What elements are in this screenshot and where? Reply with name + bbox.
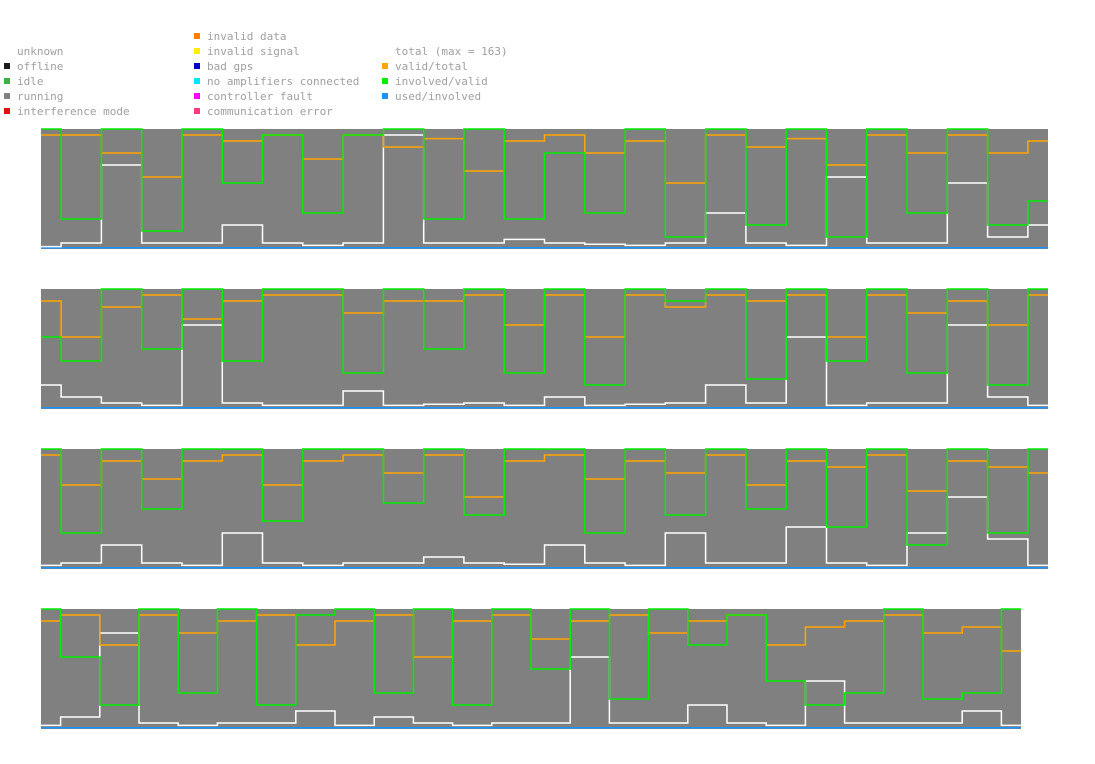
legend-label-unknown: unknown — [17, 45, 64, 58]
strip-2 — [41, 288, 1048, 409]
strip-3-involved-valid-line — [41, 448, 1048, 546]
legend-swatch-used-involved — [382, 93, 388, 99]
legend-label-total: total (max = 163) — [395, 45, 508, 58]
legend-swatch-no-amplifiers — [194, 78, 200, 84]
legend-label-invalid-data: invalid data — [207, 30, 287, 43]
strip-1-involved-valid-line — [41, 128, 1048, 238]
legend-swatch-controller-fault — [194, 93, 200, 99]
strip-3-valid-total-line — [41, 454, 1048, 498]
legend-swatch-bad-gps — [194, 63, 200, 69]
legend-label-running: running — [17, 90, 64, 103]
legend-swatch-idle — [4, 78, 10, 84]
legend-label-involved-valid: involved/valid — [395, 75, 488, 88]
strip-2-total-line — [41, 324, 1048, 407]
legend-swatch-valid-total — [382, 63, 388, 69]
strip-2-valid-total-line — [41, 294, 1048, 338]
legend-label-no-amplifiers: no amplifiers connected — [207, 75, 360, 88]
legend-label-valid-total: valid/total — [395, 60, 468, 73]
legend-label-bad-gps: bad gps — [207, 60, 254, 73]
legend-label-offline: offline — [17, 60, 64, 73]
legend-label-used-involved: used/involved — [395, 90, 482, 103]
legend-swatch-communication-error — [194, 108, 200, 114]
strip-1 — [41, 128, 1048, 249]
legend-label-interference-mode: interference mode — [17, 105, 130, 118]
legend-swatch-unknown — [4, 48, 10, 54]
strip-1-total-line — [41, 134, 1048, 248]
legend-swatch-offline — [4, 63, 10, 69]
strip-3 — [41, 448, 1048, 569]
legend-label-controller-fault: controller fault — [207, 90, 313, 103]
legend-label-idle: idle — [17, 75, 44, 88]
strip-3-total-line — [41, 496, 1048, 567]
legend-swatch-running — [4, 93, 10, 99]
legend-label-invalid-signal: invalid signal — [207, 45, 300, 58]
legend-swatch-involved-valid — [382, 78, 388, 84]
strip-2-involved-valid-line — [41, 288, 1048, 386]
legend-label-communication-error: communication error — [207, 105, 333, 118]
strip-4-involved-valid-line — [41, 608, 1021, 706]
strip-4 — [41, 608, 1021, 729]
legend-swatch-invalid-signal — [194, 48, 200, 54]
legend-swatch-invalid-data — [194, 33, 200, 39]
legend: unknown offline idle running interferenc… — [0, 0, 1095, 125]
legend-swatch-total — [382, 48, 388, 54]
legend-swatch-interference-mode — [4, 108, 10, 114]
